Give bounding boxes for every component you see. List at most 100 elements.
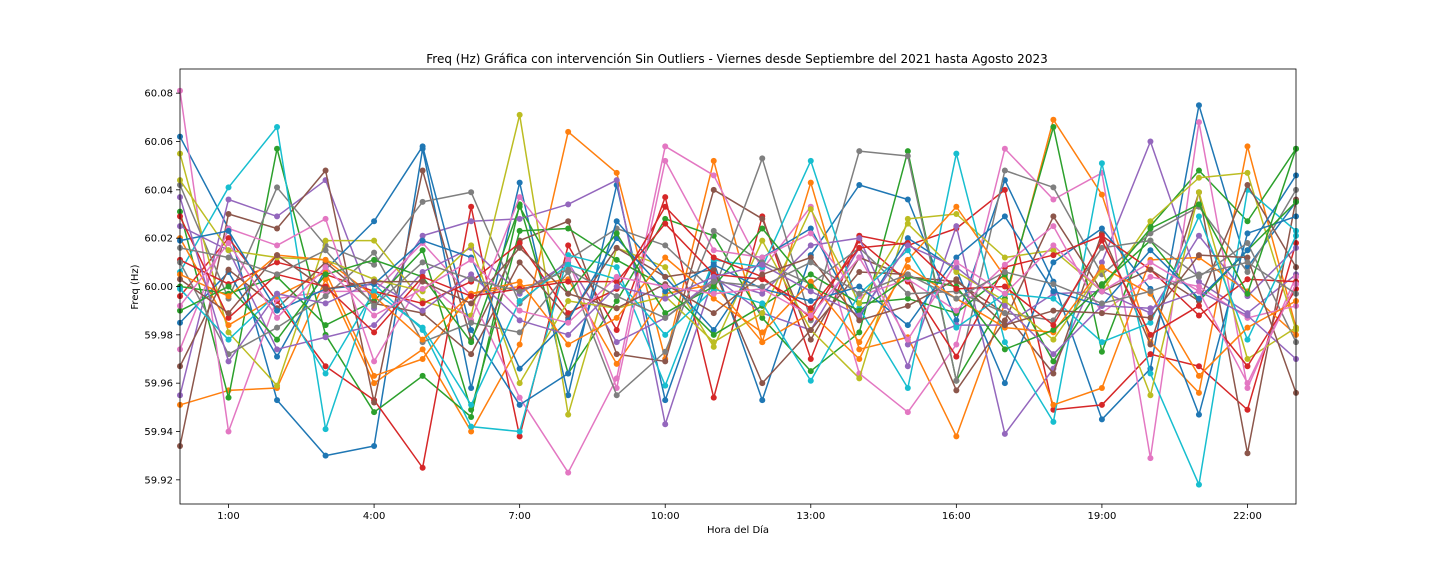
data-point — [710, 273, 717, 280]
data-point — [1050, 295, 1057, 302]
data-point — [953, 377, 960, 384]
data-point — [856, 375, 863, 382]
data-point — [1195, 288, 1202, 295]
data-point — [371, 312, 378, 319]
data-point — [322, 167, 329, 174]
data-point — [225, 314, 232, 321]
data-point — [225, 211, 232, 217]
data-point — [419, 237, 426, 244]
y-tick-label: 59.96 — [144, 379, 173, 390]
data-point — [807, 356, 814, 362]
data-point — [953, 254, 960, 261]
data-point — [565, 411, 572, 418]
data-point — [1147, 230, 1154, 237]
data-point — [662, 242, 669, 249]
data-point — [904, 341, 911, 348]
data-point — [565, 319, 572, 326]
data-point — [274, 346, 281, 353]
data-point — [371, 293, 378, 300]
data-point — [662, 157, 669, 164]
data-point — [1098, 237, 1105, 244]
data-point — [419, 278, 426, 285]
data-point — [759, 225, 766, 232]
data-point — [759, 254, 766, 261]
data-point — [1147, 370, 1154, 377]
data-point — [1195, 167, 1202, 174]
data-point — [1244, 276, 1251, 283]
data-point — [371, 302, 378, 309]
data-point — [1098, 288, 1105, 295]
data-point — [1098, 244, 1105, 251]
data-point — [1050, 351, 1057, 358]
data-point — [904, 256, 911, 263]
data-point — [759, 314, 766, 321]
data-point — [516, 433, 523, 440]
x-axis-label: Hora del Día — [707, 524, 769, 536]
data-point — [1195, 213, 1202, 220]
data-point — [807, 327, 814, 333]
data-point — [1098, 225, 1105, 232]
data-point — [274, 336, 281, 343]
data-point — [1001, 213, 1008, 220]
data-point — [1195, 283, 1202, 290]
data-point — [662, 288, 669, 295]
data-point — [516, 179, 523, 186]
data-point — [759, 329, 766, 336]
data-point — [322, 322, 329, 329]
data-point — [1244, 324, 1251, 331]
data-point — [662, 215, 669, 222]
data-point — [565, 256, 572, 263]
data-point — [1195, 411, 1202, 418]
data-point — [274, 271, 281, 278]
data-point — [953, 223, 960, 230]
data-point — [371, 256, 378, 263]
data-point — [710, 327, 717, 333]
data-point — [1098, 339, 1105, 346]
data-point — [1098, 401, 1105, 408]
data-point — [1050, 401, 1057, 408]
series-line — [179, 196, 1297, 363]
data-point — [468, 385, 475, 391]
data-point — [1147, 273, 1154, 280]
data-point — [856, 317, 863, 324]
data-point — [807, 259, 814, 266]
data-point — [516, 278, 523, 285]
data-point — [371, 358, 378, 365]
series-line — [179, 189, 1297, 469]
data-point — [662, 421, 669, 428]
data-point — [371, 218, 378, 225]
data-point — [1050, 307, 1057, 314]
data-point — [1098, 232, 1105, 239]
data-point — [662, 310, 669, 317]
data-point — [807, 288, 814, 295]
data-point — [662, 331, 669, 338]
data-point — [274, 242, 281, 249]
data-point — [419, 198, 426, 205]
data-point — [759, 237, 766, 244]
data-point — [419, 247, 426, 254]
data-point — [1244, 254, 1251, 261]
data-point — [613, 177, 620, 184]
data-point — [807, 157, 814, 164]
data-point — [1147, 138, 1154, 145]
data-point — [1147, 288, 1154, 295]
data-point — [516, 215, 523, 222]
data-point — [468, 423, 475, 430]
data-point — [468, 276, 475, 283]
data-point — [953, 433, 960, 440]
data-point — [1098, 191, 1105, 198]
data-point — [225, 293, 232, 300]
data-point — [1195, 174, 1202, 181]
data-point — [904, 148, 911, 155]
data-point — [1050, 196, 1057, 203]
data-point — [225, 283, 232, 290]
data-point — [613, 218, 620, 225]
data-point — [1147, 314, 1154, 321]
data-point — [953, 295, 960, 302]
data-point — [953, 341, 960, 348]
data-point — [1001, 302, 1008, 309]
data-point — [516, 203, 523, 210]
data-point — [904, 264, 911, 271]
data-point — [516, 244, 523, 251]
data-point — [419, 269, 426, 275]
